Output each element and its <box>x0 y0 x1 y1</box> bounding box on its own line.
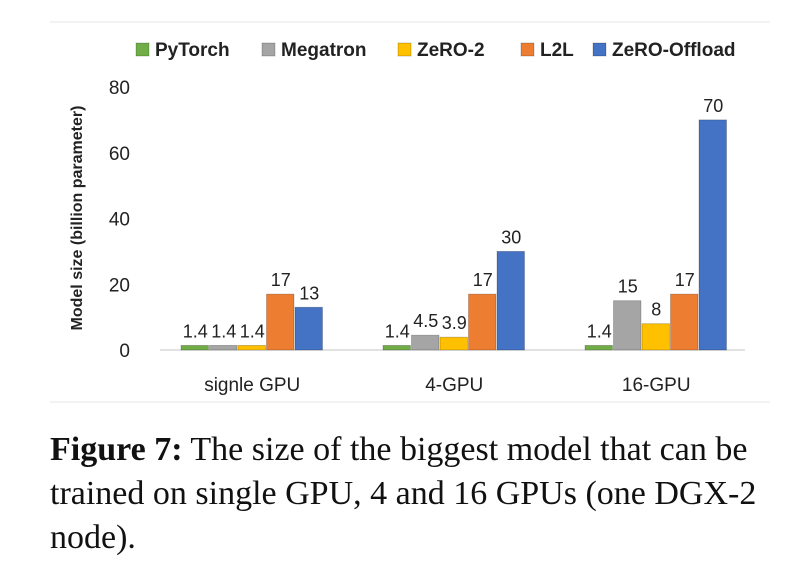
legend-swatch <box>261 42 276 57</box>
y-tick-label: 20 <box>109 275 130 296</box>
data-label: 17 <box>473 270 493 290</box>
y-axis-label: Model size (billion parameter) <box>69 106 86 331</box>
category-labels: signle GPU 4-GPU 16-GPU <box>204 375 690 396</box>
bar <box>670 293 699 351</box>
bar <box>468 293 497 351</box>
category-label: 4-GPU <box>425 375 483 396</box>
bar-chart: PyTorch Megatron ZeRO-2 L2L ZeRO-Offload Mod… <box>50 21 770 396</box>
bar <box>641 323 670 351</box>
bar <box>584 344 613 351</box>
legend-label: Megatron <box>281 40 367 61</box>
category-label: signle GPU <box>204 375 300 396</box>
chart: PyTorch Megatron ZeRO-2 L2L ZeRO-Offload Mod… <box>50 21 770 403</box>
y-tick-label: 0 <box>119 341 130 362</box>
legend-swatch <box>397 42 412 57</box>
data-label: 13 <box>299 283 319 303</box>
bar <box>382 344 411 351</box>
bar <box>237 344 266 351</box>
bar <box>294 306 323 351</box>
bar <box>613 300 642 351</box>
bar <box>411 334 440 351</box>
legend-label: L2L <box>540 40 574 61</box>
y-tick-label: 80 <box>109 78 130 99</box>
caption-text: The size of the biggest model that can b… <box>50 431 757 556</box>
legend-label: ZeRO-2 <box>417 40 485 61</box>
data-label: 17 <box>271 270 291 290</box>
category-label: 16-GPU <box>622 375 691 396</box>
y-tick-label: 60 <box>109 144 130 165</box>
data-label: 1.4 <box>183 321 208 341</box>
legend-swatch <box>592 42 607 57</box>
legend: PyTorch Megatron ZeRO-2 L2L ZeRO-Offload <box>135 40 736 61</box>
data-label: 1.4 <box>211 321 236 341</box>
bar <box>496 250 525 351</box>
data-label: 30 <box>501 227 521 247</box>
y-axis-ticks: 0 20 40 60 80 <box>109 78 130 362</box>
bar <box>266 293 295 351</box>
data-label: 1.4 <box>385 321 410 341</box>
data-label: 70 <box>703 96 723 116</box>
bars <box>180 119 727 351</box>
data-label: 3.9 <box>442 313 467 333</box>
data-label: 1.4 <box>587 321 612 341</box>
figure-caption: Figure 7: The size of the biggest model … <box>50 428 780 560</box>
caption-label: Figure 7: <box>50 431 183 468</box>
data-label: 1.4 <box>240 321 265 341</box>
data-label: 8 <box>651 300 661 320</box>
data-label: 15 <box>618 277 638 297</box>
y-tick-label: 40 <box>109 210 130 231</box>
bar <box>439 336 468 351</box>
legend-swatch <box>135 42 150 57</box>
legend-swatch <box>520 42 535 57</box>
bar <box>180 344 209 351</box>
data-label: 17 <box>675 270 695 290</box>
legend-label: ZeRO-Offload <box>612 40 736 61</box>
bar <box>698 119 727 351</box>
data-label: 4.5 <box>413 311 438 331</box>
bar <box>209 344 238 351</box>
legend-label: PyTorch <box>155 40 230 61</box>
